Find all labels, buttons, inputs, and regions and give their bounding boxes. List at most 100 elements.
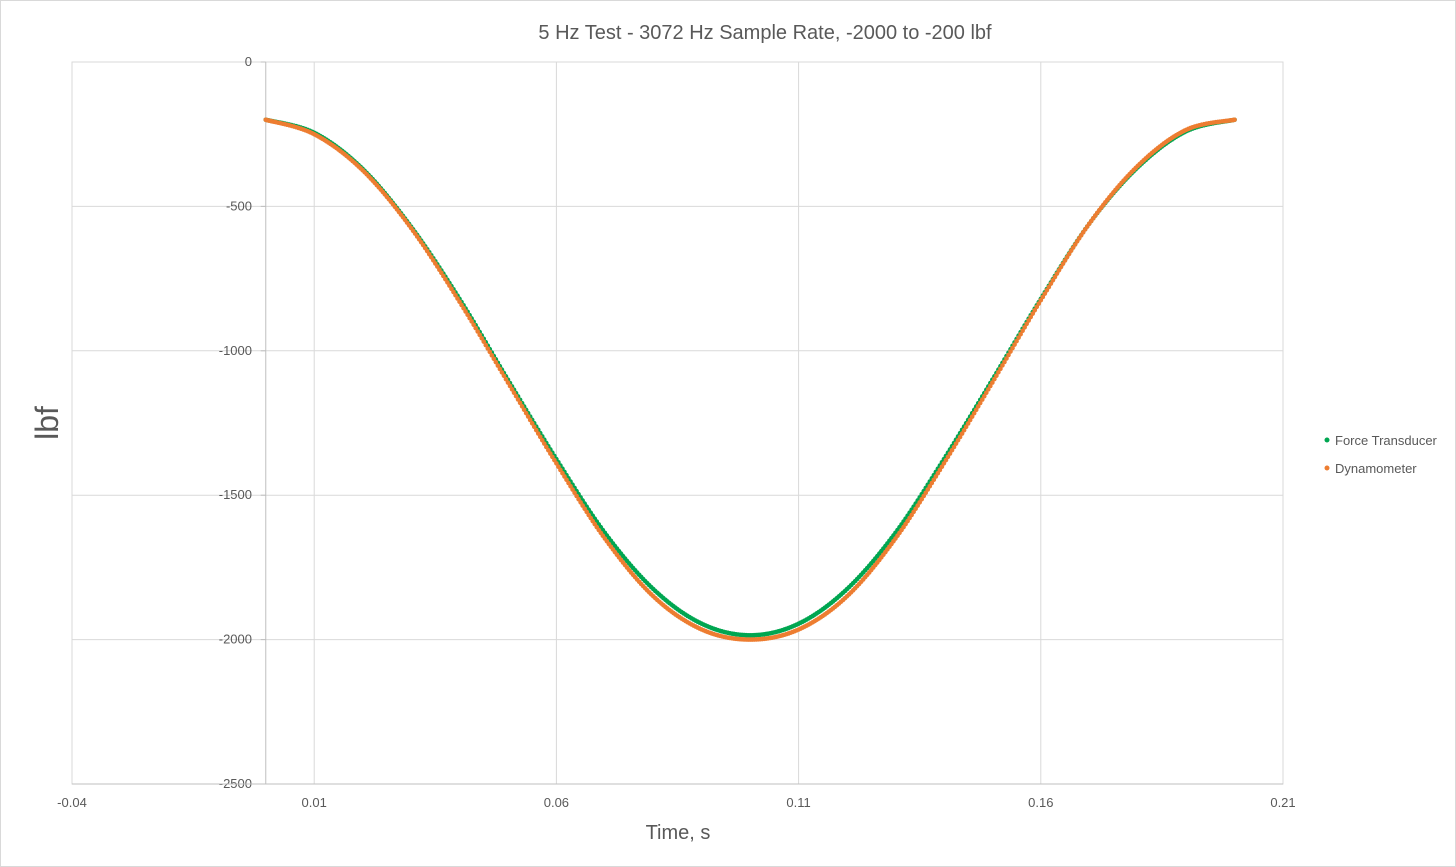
data-point xyxy=(1054,271,1060,276)
data-point xyxy=(969,414,975,419)
data-point xyxy=(949,448,955,453)
data-point xyxy=(501,373,507,379)
series-group xyxy=(263,117,1237,642)
data-point xyxy=(535,431,541,436)
data-point xyxy=(973,407,979,413)
data-point xyxy=(509,387,515,392)
data-point xyxy=(531,424,537,430)
y-tick-label: -2000 xyxy=(219,632,252,647)
x-tick-label: 0.11 xyxy=(786,795,810,810)
data-point xyxy=(1022,325,1027,330)
series-force-transducer xyxy=(263,117,1237,638)
data-point xyxy=(491,356,497,362)
data-point xyxy=(529,421,535,426)
data-point xyxy=(493,359,499,365)
data-point xyxy=(988,383,993,389)
data-point xyxy=(465,312,470,318)
data-point xyxy=(1028,314,1034,320)
data-point xyxy=(1058,264,1064,270)
x-tick-label: 0.21 xyxy=(1270,795,1295,810)
gridlines xyxy=(71,61,1284,785)
legend-label: Dynamometer xyxy=(1335,461,1417,476)
legend: Force Transducer Dynamometer xyxy=(1324,433,1438,476)
data-point xyxy=(1036,301,1042,306)
data-point xyxy=(1050,277,1056,283)
data-point xyxy=(475,329,480,334)
data-point xyxy=(977,400,983,406)
data-point xyxy=(521,407,527,413)
data-point xyxy=(1010,345,1015,351)
data-point xyxy=(1232,117,1237,123)
data-point xyxy=(489,353,495,358)
data-point xyxy=(979,397,985,402)
data-point xyxy=(971,410,977,416)
data-point xyxy=(467,315,472,321)
data-point xyxy=(471,322,476,328)
data-point xyxy=(1032,307,1038,313)
data-point xyxy=(469,319,474,324)
data-point xyxy=(1056,268,1062,273)
data-point xyxy=(984,390,989,396)
data-point xyxy=(477,332,483,338)
data-point xyxy=(1004,356,1009,361)
data-point xyxy=(1046,284,1052,290)
data-point xyxy=(487,349,493,355)
data-point xyxy=(507,383,513,389)
data-point xyxy=(523,410,529,416)
data-point xyxy=(1044,287,1050,293)
data-point xyxy=(544,444,549,450)
data-point xyxy=(959,431,965,436)
data-point xyxy=(951,444,957,450)
data-point xyxy=(1026,318,1031,323)
data-point xyxy=(537,434,543,440)
data-point xyxy=(485,346,491,351)
legend-marker xyxy=(1324,437,1330,443)
data-point xyxy=(1024,321,1029,327)
chart-title: 5 Hz Test - 3072 Hz Sample Rate, -2000 t… xyxy=(538,22,992,44)
series-dynamometer xyxy=(263,117,1237,642)
data-point xyxy=(1040,294,1046,300)
x-tick-label: 0.01 xyxy=(302,795,327,810)
data-point xyxy=(517,400,523,406)
data-point xyxy=(953,441,959,446)
data-point xyxy=(967,417,973,423)
data-point xyxy=(483,342,489,348)
data-point xyxy=(998,366,1003,372)
data-point xyxy=(996,370,1001,375)
data-point xyxy=(513,393,519,399)
data-point xyxy=(1008,349,1013,354)
legend-label: Force Transducer xyxy=(1335,433,1438,448)
y-tick-label: 0 xyxy=(245,54,252,69)
legend-marker xyxy=(1324,465,1330,471)
x-tick-label: 0.06 xyxy=(544,795,569,810)
data-point xyxy=(1000,363,1005,368)
data-point xyxy=(527,417,533,423)
data-point xyxy=(990,380,995,385)
data-point xyxy=(1030,311,1036,316)
data-point xyxy=(473,325,478,331)
data-point xyxy=(503,376,509,382)
data-point xyxy=(519,404,525,409)
data-point xyxy=(1042,291,1048,296)
data-point xyxy=(1038,297,1044,303)
data-point xyxy=(463,309,468,314)
data-point xyxy=(546,447,551,453)
data-point xyxy=(963,424,969,430)
data-point xyxy=(1014,338,1019,344)
data-point xyxy=(994,373,999,379)
data-point xyxy=(1002,359,1007,365)
axes: 0-500-1000-1500-2000-2500-0.04 0.01 0.06 0.… xyxy=(57,54,1295,810)
y-tick-label: -1500 xyxy=(219,487,252,502)
data-point xyxy=(481,339,487,344)
data-point xyxy=(1020,328,1025,334)
data-point xyxy=(975,404,981,409)
data-point xyxy=(986,387,991,392)
y-axis-label: lbf xyxy=(29,406,65,440)
data-point xyxy=(947,451,953,456)
data-point xyxy=(548,451,553,456)
data-point xyxy=(479,335,485,341)
data-point xyxy=(981,393,987,399)
data-point xyxy=(495,363,501,368)
